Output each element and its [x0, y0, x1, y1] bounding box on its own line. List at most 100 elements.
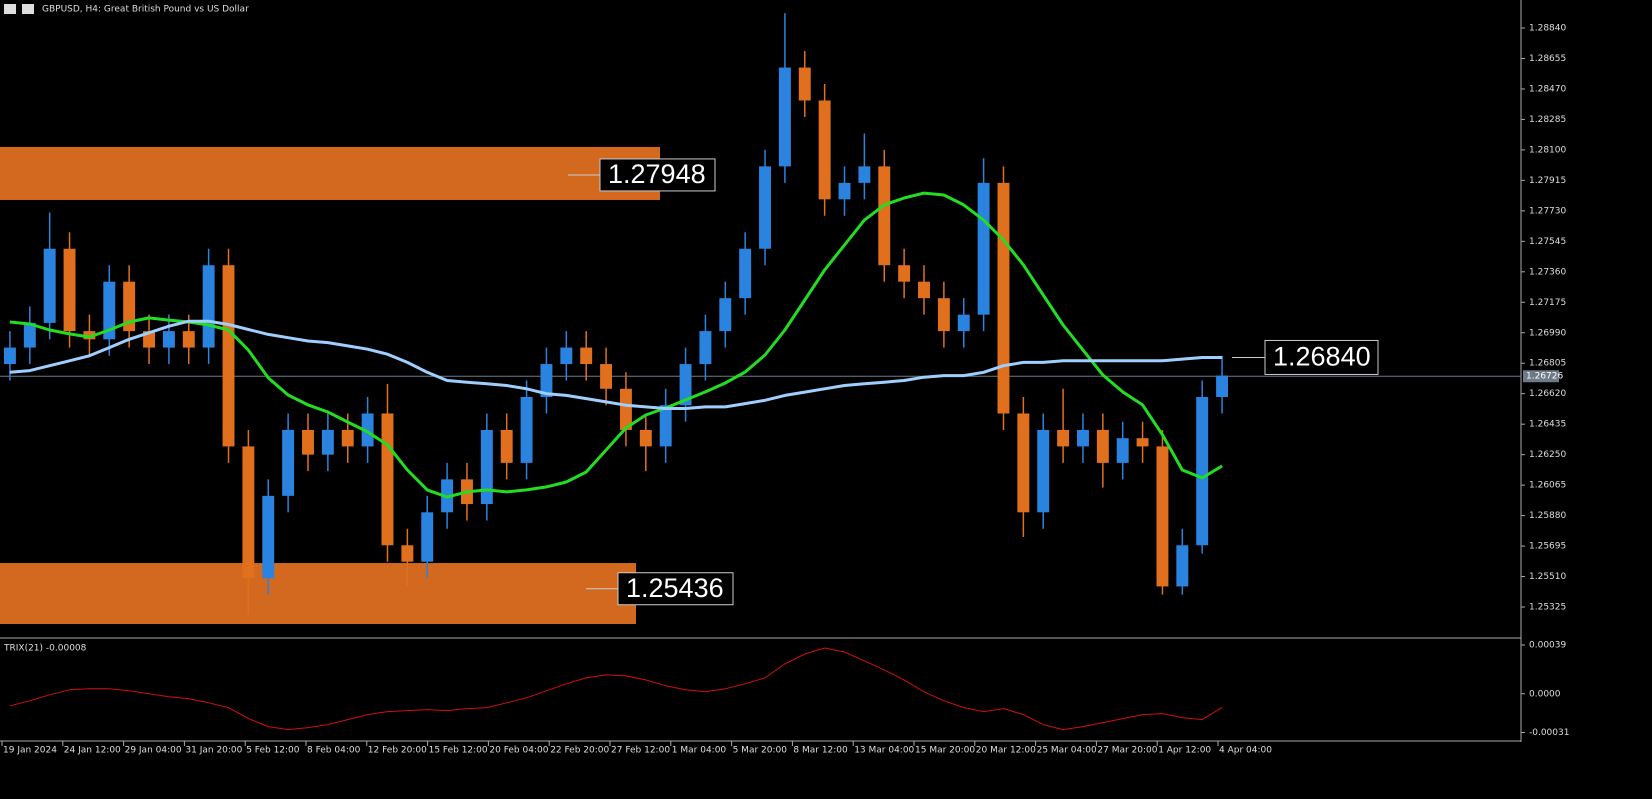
x-tick-label: 13 Mar 04:00 — [854, 746, 914, 756]
candle-body — [778, 67, 791, 167]
candle-body — [520, 396, 533, 463]
x-tick-label: 31 Jan 20:00 — [185, 746, 242, 756]
candle-body — [858, 166, 871, 183]
candle-body — [421, 512, 434, 562]
candle-body — [1176, 545, 1189, 587]
y-tick-label: 1.28100 — [1529, 145, 1566, 155]
candle-body — [202, 265, 215, 348]
x-tick-label: 27 Feb 12:00 — [611, 746, 670, 756]
x-tick-label: 4 Apr 04:00 — [1219, 746, 1272, 756]
candle-body — [878, 166, 891, 266]
y-tick-label: 1.27915 — [1529, 176, 1566, 186]
y-tick-label: 1.26065 — [1529, 481, 1566, 491]
candle-body — [937, 298, 950, 332]
candle-body — [560, 347, 573, 365]
current-price-box — [1523, 370, 1559, 383]
moving-average — [9, 319, 1223, 410]
candle-body — [918, 281, 930, 299]
candle-body — [798, 67, 811, 101]
y-tick-label: 1.26435 — [1529, 420, 1566, 430]
candle-body — [1057, 429, 1070, 447]
candle-body — [739, 248, 752, 299]
level-box — [1264, 339, 1379, 375]
y-tick-label: -0.00031 — [1529, 728, 1569, 738]
y-tick-label: 1.28655 — [1529, 54, 1566, 64]
chart-title: GBPUSD, H4: Great British Pound vs US Do… — [42, 5, 249, 15]
x-tick-label: 24 Jan 12:00 — [64, 746, 121, 756]
candle-body — [957, 314, 970, 332]
x-tick-label: 29 Jan 04:00 — [125, 746, 182, 756]
x-tick-label: 12 Feb 20:00 — [368, 746, 427, 756]
y-tick-label: 1.26620 — [1529, 389, 1566, 399]
candle-body — [83, 331, 96, 340]
y-tick-label: 1.28470 — [1529, 84, 1566, 94]
candle-body — [500, 429, 513, 463]
candle-body — [103, 281, 116, 340]
level-label: 1.25436 — [626, 573, 724, 603]
zone — [0, 146, 660, 200]
candle-body — [361, 413, 374, 447]
symbol-icon[interactable] — [22, 4, 34, 14]
candle-body — [1017, 413, 1030, 513]
candle-body — [143, 331, 155, 348]
y-tick-label: 0.00039 — [1529, 641, 1566, 651]
candle-body — [341, 429, 354, 447]
x-tick-label: 20 Mar 12:00 — [976, 746, 1036, 756]
y-tick-label: 1.25325 — [1529, 603, 1566, 613]
candle-body — [719, 298, 732, 332]
level-label: 1.27948 — [608, 159, 706, 189]
x-tick-label: 8 Feb 04:00 — [307, 746, 361, 756]
y-tick-label: 1.27545 — [1529, 237, 1566, 247]
x-tick-label: 5 Feb 12:00 — [246, 746, 300, 756]
candle-body — [619, 388, 632, 430]
y-tick-label: 1.27360 — [1529, 267, 1566, 277]
x-tick-label: 1 Mar 04:00 — [672, 746, 727, 756]
candle-body — [63, 248, 76, 332]
moving-average — [9, 191, 1223, 499]
y-tick-label: 1.25510 — [1529, 572, 1566, 582]
menu-icon[interactable] — [4, 4, 16, 14]
candle-body — [182, 331, 195, 348]
candle-body — [1156, 446, 1169, 587]
x-tick-label: 8 Mar 12:00 — [793, 746, 848, 756]
y-tick-label: 1.26990 — [1529, 328, 1566, 338]
x-tick-label: 1 Apr 12:00 — [1158, 746, 1211, 756]
x-tick-label: 15 Feb 12:00 — [429, 746, 488, 756]
y-tick-label: 1.25695 — [1529, 542, 1566, 552]
candle-body — [23, 322, 36, 348]
y-tick-label: 1.25880 — [1529, 511, 1566, 521]
candle-body — [699, 331, 712, 365]
level-box — [599, 158, 716, 192]
candle-body — [1116, 438, 1129, 463]
y-tick-label: 1.28840 — [1529, 24, 1566, 34]
candle-body — [639, 429, 652, 447]
x-tick-label: 5 Mar 20:00 — [733, 746, 788, 756]
candle-body — [480, 429, 493, 505]
candle-body — [997, 182, 1010, 414]
candle-body — [321, 429, 334, 455]
candle-body — [1196, 396, 1209, 546]
candle-body — [838, 182, 851, 200]
candle-body — [162, 331, 175, 348]
candle-body — [222, 265, 235, 447]
x-tick-label: 19 Jan 2024 — [3, 746, 57, 756]
trix-line — [9, 647, 1223, 731]
y-tick-label: 0.0000 — [1529, 689, 1561, 699]
candle-body — [1037, 429, 1050, 513]
candle-body — [898, 265, 911, 282]
candle-body — [282, 429, 295, 496]
x-tick-label: 15 Mar 20:00 — [915, 746, 975, 756]
candle-body — [540, 364, 553, 397]
current-price-label: 1.26726 — [1526, 372, 1563, 382]
candle-body — [401, 545, 414, 562]
indicator-title: TRIX(21) -0.00008 — [3, 644, 87, 654]
y-tick-label: 1.27730 — [1529, 206, 1566, 216]
candle-body — [818, 100, 831, 200]
candle-body — [600, 364, 613, 389]
candle-body — [977, 182, 990, 315]
candle-body — [1136, 438, 1149, 447]
candle-body — [1096, 429, 1109, 463]
y-tick-label: 1.28285 — [1529, 115, 1566, 125]
